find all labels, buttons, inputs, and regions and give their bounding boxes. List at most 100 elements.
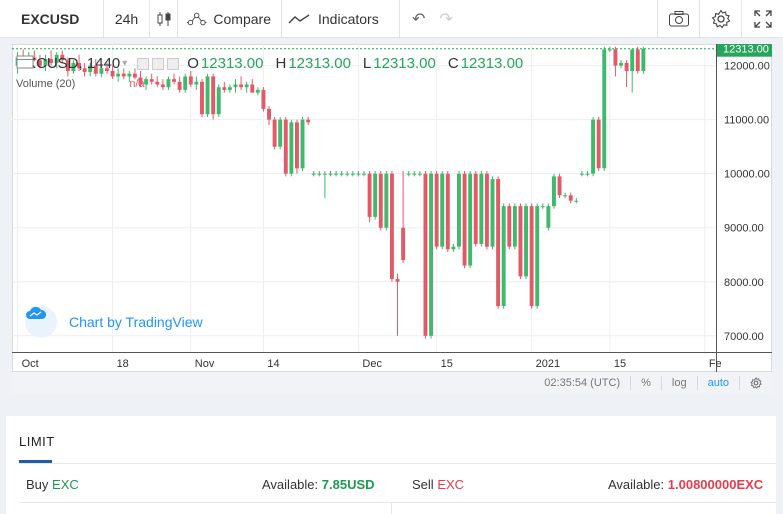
candle-body bbox=[205, 76, 210, 115]
buy-currency: EXC bbox=[52, 477, 79, 492]
gear-icon bbox=[711, 8, 730, 28]
candle-body bbox=[462, 173, 467, 266]
candle-body bbox=[429, 173, 434, 336]
candle-body bbox=[65, 60, 70, 72]
candle-body bbox=[518, 206, 523, 277]
candle-body bbox=[294, 122, 299, 169]
candle-body bbox=[496, 179, 501, 307]
candle-body bbox=[227, 87, 232, 90]
candle-body bbox=[540, 206, 545, 208]
interval-button[interactable]: 24h bbox=[104, 0, 150, 38]
candle-body bbox=[172, 79, 176, 82]
chart-style-button[interactable] bbox=[150, 0, 178, 38]
volume-value: n/a bbox=[129, 78, 145, 90]
chart-settings-button[interactable] bbox=[739, 376, 772, 390]
x-tick-label: 18 bbox=[117, 358, 129, 370]
candle-body bbox=[322, 173, 327, 175]
settings-button[interactable] bbox=[699, 0, 741, 38]
candle-body bbox=[423, 173, 428, 336]
legend-settings-icon[interactable] bbox=[152, 57, 165, 70]
order-panel: LIMIT Buy EXC Available: 7.85USD Sell EX… bbox=[6, 416, 776, 514]
candle-body bbox=[535, 206, 540, 307]
fullscreen-button[interactable] bbox=[741, 0, 783, 38]
legend-eye-icon[interactable] bbox=[137, 57, 150, 70]
legend-collapse-icon[interactable] bbox=[16, 55, 34, 69]
candle-body bbox=[132, 73, 137, 78]
candle-body bbox=[88, 65, 93, 73]
interval-label: 24h bbox=[114, 10, 139, 27]
candle-body bbox=[188, 76, 193, 85]
buy-available-value: 7.85USD bbox=[321, 477, 375, 492]
high-label: H bbox=[275, 55, 287, 72]
candle-body bbox=[451, 246, 456, 250]
candle-body bbox=[468, 173, 473, 266]
fullscreen-icon bbox=[753, 9, 772, 28]
redo-icon[interactable]: ↷ bbox=[439, 10, 453, 28]
candle-body bbox=[43, 59, 48, 66]
price-chart[interactable]: 7000.00 8000.00 9000.00 10000.00 11000.00 120… bbox=[12, 44, 772, 372]
volume-settings-icon[interactable] bbox=[97, 79, 107, 89]
symbol-search-button[interactable]: EXCUSD bbox=[0, 0, 104, 38]
undo-icon[interactable]: ↶ bbox=[412, 10, 426, 28]
candle-body bbox=[613, 49, 618, 66]
sell-currency: EXC bbox=[437, 477, 465, 492]
candle-body bbox=[630, 49, 635, 72]
candle-body bbox=[37, 60, 42, 66]
panel-column-divider bbox=[391, 502, 392, 514]
candle-body bbox=[211, 76, 216, 115]
tradingview-watermark[interactable]: Chart by TradingView bbox=[25, 306, 203, 338]
candle-body bbox=[160, 84, 165, 88]
y-tick-label: 7000.00 bbox=[724, 331, 764, 343]
volume-eye-icon[interactable] bbox=[85, 79, 95, 89]
gear-icon bbox=[750, 377, 762, 389]
tab-limit[interactable]: LIMIT bbox=[19, 434, 55, 449]
candle-body bbox=[602, 49, 607, 169]
x-tick-label: 14 bbox=[267, 358, 279, 370]
sell-available: Available: 1.00800000EXC bbox=[608, 477, 763, 492]
candles-icon bbox=[157, 11, 170, 26]
indicators-label: Indicators bbox=[318, 10, 379, 27]
tradingview-cloud-icon bbox=[25, 306, 57, 338]
candle-body bbox=[401, 227, 406, 261]
candle-body bbox=[183, 76, 188, 90]
x-tick-label: Oct bbox=[22, 358, 39, 370]
y-tick-label: 9000.00 bbox=[724, 223, 764, 235]
high-value: 12313.00 bbox=[288, 55, 351, 72]
candle-body bbox=[54, 54, 59, 63]
utc-time[interactable]: 02:35:54 (UTC) bbox=[544, 377, 621, 389]
candle-body bbox=[222, 87, 227, 90]
candle-body bbox=[144, 79, 149, 85]
candle-body bbox=[216, 87, 221, 115]
candle-body bbox=[362, 173, 366, 175]
compare-button[interactable]: Compare bbox=[178, 0, 282, 38]
buy-available-label: Available: bbox=[262, 477, 319, 492]
candle-body bbox=[149, 79, 154, 82]
candle-body bbox=[233, 84, 238, 88]
candle-body bbox=[345, 173, 350, 175]
legend-close-icon[interactable] bbox=[167, 57, 180, 70]
y-tick-label: 8000.00 bbox=[724, 277, 764, 289]
candle-body bbox=[546, 206, 551, 228]
candle-body bbox=[289, 122, 294, 174]
screenshot-button[interactable] bbox=[657, 0, 699, 38]
candle-body bbox=[339, 173, 344, 175]
candle-body bbox=[166, 79, 171, 88]
indicators-button[interactable]: Indicators bbox=[282, 0, 400, 38]
buy-header: Buy EXC bbox=[26, 477, 79, 492]
candle-body bbox=[574, 200, 579, 202]
candle-body bbox=[60, 54, 65, 61]
candle-body bbox=[384, 173, 389, 228]
candle-body bbox=[568, 195, 573, 201]
auto-toggle[interactable]: auto bbox=[696, 376, 739, 390]
candle-body bbox=[155, 81, 160, 85]
legend-dropdown-icon[interactable]: ▾ bbox=[122, 58, 128, 69]
chart-area[interactable]: 7000.00 8000.00 9000.00 10000.00 11000.00 120… bbox=[12, 44, 772, 394]
candle-body bbox=[99, 68, 104, 74]
candle-body bbox=[412, 173, 417, 175]
log-toggle[interactable]: log bbox=[660, 376, 697, 390]
sell-label: Sell bbox=[412, 477, 434, 492]
percent-toggle[interactable]: % bbox=[630, 376, 661, 390]
candle-body bbox=[457, 173, 461, 247]
candle-body bbox=[563, 195, 568, 197]
volume-close-icon[interactable] bbox=[109, 79, 119, 89]
